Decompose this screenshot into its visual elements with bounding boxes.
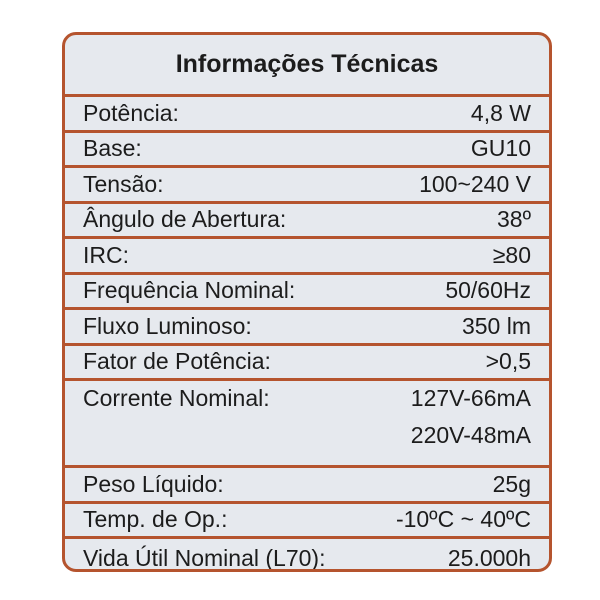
spec-value: 50/60Hz (445, 277, 531, 304)
label-title: Informações Técnicas (65, 35, 549, 97)
spec-label: Fluxo Luminoso: (83, 312, 252, 339)
spec-row: Ângulo de Abertura: 38º (65, 204, 549, 239)
spec-row: Base: GU10 (65, 133, 549, 168)
spec-row: Tensão: 100~240 V (65, 168, 549, 204)
technical-info-label: Informações Técnicas Potência: 4,8 W Base:… (62, 32, 552, 572)
spec-label: IRC: (83, 241, 129, 268)
spec-label: Corrente Nominal: (83, 385, 270, 411)
spec-label: Ângulo de Abertura: (83, 206, 287, 233)
spec-value: GU10 (470, 135, 531, 162)
spec-value: >0,5 (485, 348, 531, 375)
spec-value: 127V-66mA (410, 385, 531, 411)
spec-value: 25.000h (447, 544, 531, 571)
spec-label: Potência: (83, 99, 179, 126)
spec-label: Vida Útil Nominal (L70): (83, 544, 326, 571)
spec-value: -10ºC ~ 40ºC (395, 506, 531, 533)
spec-label: Fator de Potência: (83, 348, 271, 375)
spec-row: Corrente Nominal: 127V-66mA 220V-48mA (65, 381, 549, 468)
spec-label: Temp. de Op.: (83, 506, 228, 533)
spec-label: Tensão: (83, 170, 164, 197)
spec-label: Peso Líquido: (83, 470, 224, 497)
spec-row: Vida Útil Nominal (L70): 25.000h (65, 539, 549, 571)
spec-value: ≥80 (492, 241, 531, 268)
spec-value: 100~240 V (419, 170, 531, 197)
spec-row: Peso Líquido: 25g (65, 468, 549, 504)
spec-row: Potência: 4,8 W (65, 97, 549, 133)
spec-table: Potência: 4,8 W Base: GU10 Tensão: 100~240 V Â… (65, 97, 549, 571)
spec-row: Temp. de Op.: -10ºC ~ 40ºC (65, 504, 549, 539)
spec-row: Fator de Potência: >0,5 (65, 346, 549, 381)
spec-value: 220V-48mA (410, 422, 531, 448)
spec-row: Frequência Nominal: 50/60Hz (65, 275, 549, 310)
spec-row: Fluxo Luminoso: 350 lm (65, 310, 549, 346)
spec-value: 350 lm (461, 312, 531, 339)
spec-value: 4,8 W (470, 99, 531, 126)
spec-values: 127V-66mA 220V-48mA (411, 385, 531, 449)
spec-label: Base: (83, 135, 142, 162)
spec-label: Frequência Nominal: (83, 277, 296, 304)
spec-value: 25g (492, 470, 531, 497)
spec-value: 38º (497, 206, 531, 233)
spec-row: IRC: ≥80 (65, 239, 549, 275)
